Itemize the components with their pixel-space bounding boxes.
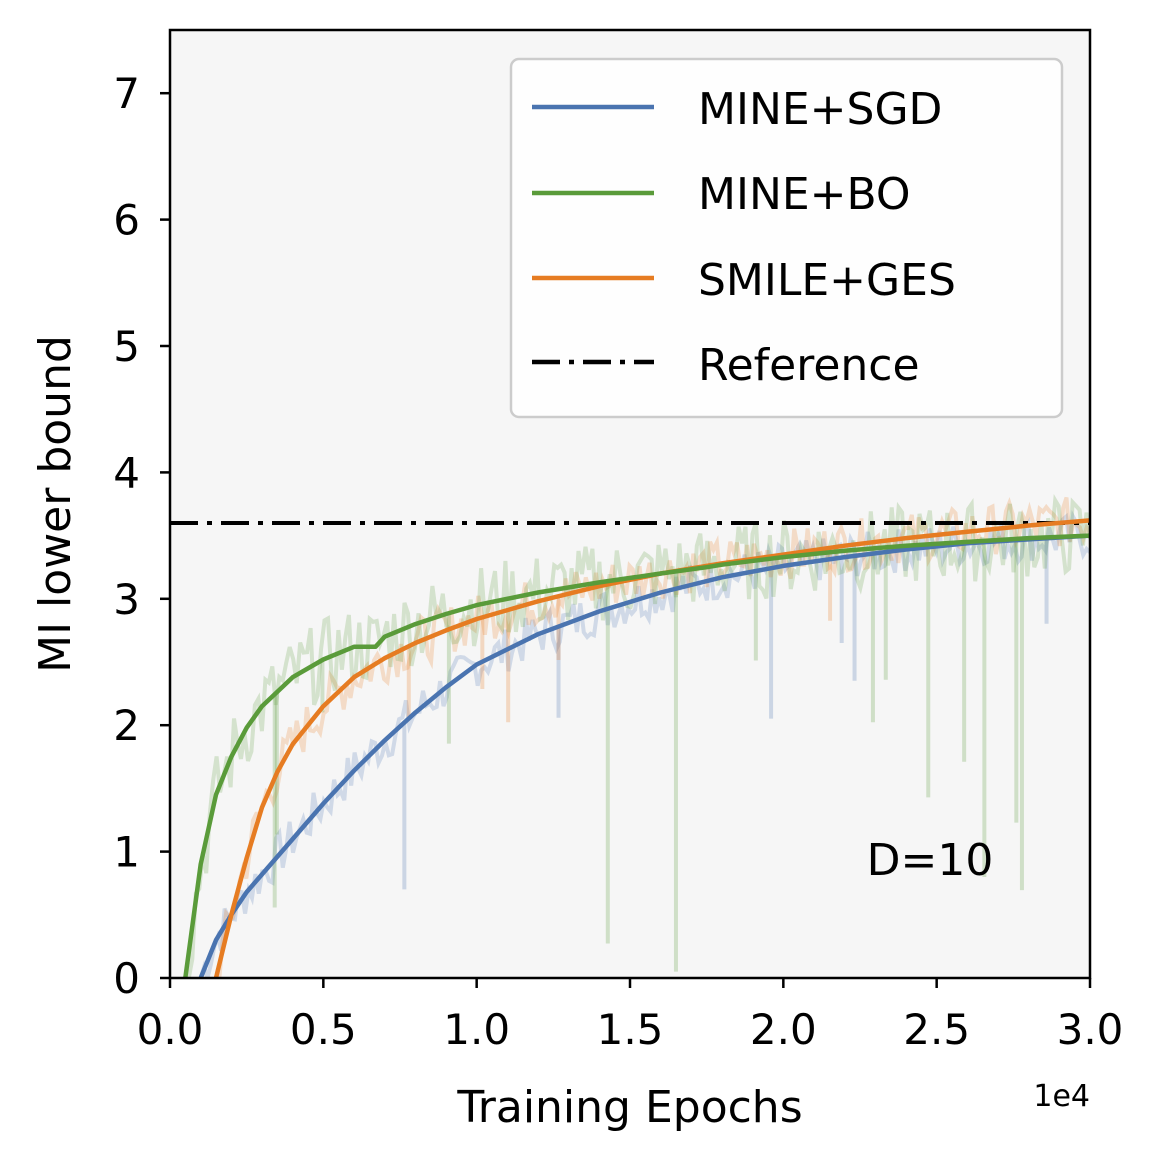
y-tick-label: 7 bbox=[113, 69, 140, 118]
x-axis-ticks: 0.0 0.5 1.0 1.5 2.0 2.5 3.0 bbox=[137, 978, 1124, 1054]
legend-label-reference: Reference bbox=[698, 340, 920, 391]
y-tick-label: 3 bbox=[113, 575, 140, 624]
noise-band-1 bbox=[185, 493, 1090, 978]
noise-layer bbox=[185, 493, 1090, 978]
series-line-mine-sgd bbox=[198, 533, 1090, 978]
x-tick-label: 2.0 bbox=[750, 1005, 817, 1054]
y-tick-label: 0 bbox=[113, 954, 140, 1003]
x-tick-label: 1.0 bbox=[443, 1005, 510, 1054]
legend: MINE+SGD MINE+BO SMILE+GES Reference bbox=[509, 57, 1064, 419]
dimension-annotation: D=10 bbox=[867, 835, 994, 886]
series-line-smile-ges bbox=[213, 518, 1090, 978]
legend-label-mine-sgd: MINE+SGD bbox=[698, 84, 942, 135]
legend-box bbox=[509, 57, 1064, 419]
legend-label-mine-bo: MINE+BO bbox=[698, 169, 911, 220]
x-axis-offset: 1e4 bbox=[1033, 1079, 1090, 1114]
x-tick-label: 0.0 bbox=[137, 1005, 204, 1054]
y-tick-label: 6 bbox=[113, 196, 140, 245]
noise-band-0 bbox=[198, 510, 1090, 978]
y-axis-ticks: 0 1 2 3 4 5 6 7 bbox=[113, 69, 170, 1003]
series-line-mine-bo bbox=[183, 533, 1090, 978]
y-tick-label: 2 bbox=[113, 701, 140, 750]
legend-label-smile-ges: SMILE+GES bbox=[698, 255, 956, 306]
x-tick-label: 2.5 bbox=[903, 1005, 970, 1054]
x-tick-label: 1.5 bbox=[597, 1005, 664, 1054]
y-tick-label: 4 bbox=[113, 448, 140, 497]
y-axis-title: MI lower bound bbox=[30, 335, 81, 673]
series-layer bbox=[183, 518, 1090, 978]
x-tick-label: 3.0 bbox=[1057, 1005, 1124, 1054]
y-tick-label: 5 bbox=[113, 322, 140, 371]
x-axis-title: Training Epochs bbox=[456, 1082, 802, 1133]
y-tick-label: 1 bbox=[113, 828, 140, 877]
x-tick-label: 0.5 bbox=[290, 1005, 357, 1054]
